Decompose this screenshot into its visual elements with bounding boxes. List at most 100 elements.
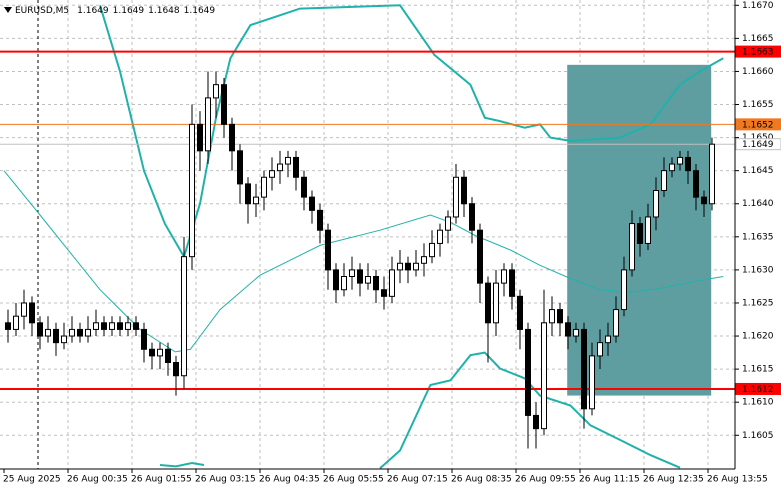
- candle-body: [341, 276, 347, 291]
- chart-title: EURUSD,M5 1.1649 1.1649 1.1648 1.1649: [15, 6, 215, 16]
- candle-body: [493, 282, 499, 324]
- candle-body: [269, 170, 275, 178]
- y-tick-label: 1.1630: [742, 265, 774, 275]
- candle-body: [149, 348, 155, 357]
- candle-body: [477, 229, 483, 284]
- candle-body: [277, 163, 283, 172]
- candle-body: [669, 163, 675, 172]
- candle-body: [325, 229, 331, 271]
- y-tick-label: 1.1620: [742, 332, 774, 342]
- candle-body: [53, 328, 59, 344]
- candle-body: [541, 322, 547, 430]
- candle-body: [653, 190, 659, 218]
- candle-body: [501, 269, 507, 284]
- candle-body: [597, 342, 603, 357]
- candle-body: [661, 170, 667, 192]
- candle-body: [621, 269, 627, 311]
- candle-body: [469, 203, 475, 231]
- candle-body: [525, 328, 531, 416]
- candle-body: [213, 84, 219, 99]
- candle-body: [229, 123, 235, 152]
- x-tick-label: 26 Aug 09:55: [515, 475, 576, 485]
- candle-body: [157, 348, 163, 357]
- price-tag: [735, 45, 781, 58]
- price-tag-label: 1.1649: [742, 140, 774, 150]
- candle-body: [221, 84, 227, 125]
- candle-body: [197, 123, 203, 152]
- candle-body: [77, 328, 83, 337]
- y-tick-label: 1.1650: [742, 133, 774, 143]
- x-tick-label: 26 Aug 13:55: [707, 475, 768, 485]
- price-tag: [735, 118, 781, 131]
- y-tick-label: 1.1670: [742, 1, 774, 11]
- candle-body: [405, 262, 411, 271]
- x-tick-label: 26 Aug 08:35: [451, 475, 512, 485]
- candle-body: [93, 322, 99, 330]
- y-tick-label: 1.1640: [742, 199, 774, 209]
- candle-body: [45, 328, 51, 337]
- x-tick-label: 26 Aug 05:55: [323, 475, 384, 485]
- x-tick-label: 26 Aug 04:35: [259, 475, 320, 485]
- x-tick-label: 26 Aug 12:35: [643, 475, 704, 485]
- candle-body: [245, 183, 251, 205]
- candle-body: [453, 176, 459, 218]
- high-price: 1.1649: [113, 6, 145, 16]
- candle-body: [437, 229, 443, 244]
- candle-body: [101, 322, 107, 330]
- y-tick-label: 1.1660: [742, 67, 774, 77]
- candle-body: [549, 309, 555, 324]
- candle-body: [13, 315, 19, 330]
- candle-body: [573, 328, 579, 337]
- candle-body: [29, 302, 35, 324]
- candle-body: [613, 309, 619, 337]
- price-tag-label: 1.1652: [742, 120, 774, 130]
- price-tag-label: 1.1663: [742, 48, 774, 58]
- candle-body: [645, 216, 651, 244]
- close-price: 1.1649: [184, 6, 216, 16]
- price-tag: [735, 138, 781, 151]
- low-price: 1.1648: [148, 6, 180, 16]
- y-tick-label: 1.1665: [742, 34, 774, 44]
- candle-body: [677, 156, 683, 165]
- candle-body: [445, 216, 451, 231]
- candle-body: [141, 328, 147, 350]
- candle-body: [37, 322, 43, 337]
- candle-body: [285, 156, 291, 165]
- y-tick-label: 1.1605: [742, 431, 774, 441]
- candle-body: [173, 361, 179, 377]
- candle-body: [333, 269, 339, 291]
- candle-body: [21, 302, 27, 317]
- candle-body: [637, 223, 643, 244]
- candle-body: [461, 176, 467, 205]
- candle-body: [709, 143, 715, 205]
- candle-body: [109, 322, 115, 330]
- candle-body: [429, 242, 435, 258]
- candle-body: [421, 256, 427, 264]
- y-tick-label: 1.1635: [742, 232, 774, 242]
- bollinger-band: [159, 351, 681, 470]
- price-tag-label: 1.1612: [742, 385, 774, 395]
- candle-body: [629, 223, 635, 271]
- candle-body: [589, 355, 595, 410]
- candle-body: [581, 328, 587, 410]
- candle-body: [533, 414, 539, 430]
- y-tick-label: 1.1610: [742, 398, 774, 408]
- candle-body: [605, 335, 611, 344]
- candle-body: [557, 309, 563, 324]
- x-tick-label: 26 Aug 07:15: [387, 475, 448, 485]
- candle-body: [253, 196, 259, 205]
- candle-body: [165, 348, 171, 363]
- candle-body: [349, 269, 355, 278]
- candle-body: [69, 328, 75, 337]
- candle-body: [381, 289, 387, 297]
- candle-body: [685, 156, 691, 172]
- candle-body: [205, 97, 211, 152]
- x-tick-label: 26 Aug 03:15: [195, 475, 256, 485]
- candle-body: [61, 335, 67, 344]
- symbol-icon: [4, 7, 12, 13]
- y-tick-label: 1.1645: [742, 166, 774, 176]
- candle-body: [189, 123, 195, 258]
- candle-body: [293, 156, 299, 178]
- candle-body: [261, 176, 267, 198]
